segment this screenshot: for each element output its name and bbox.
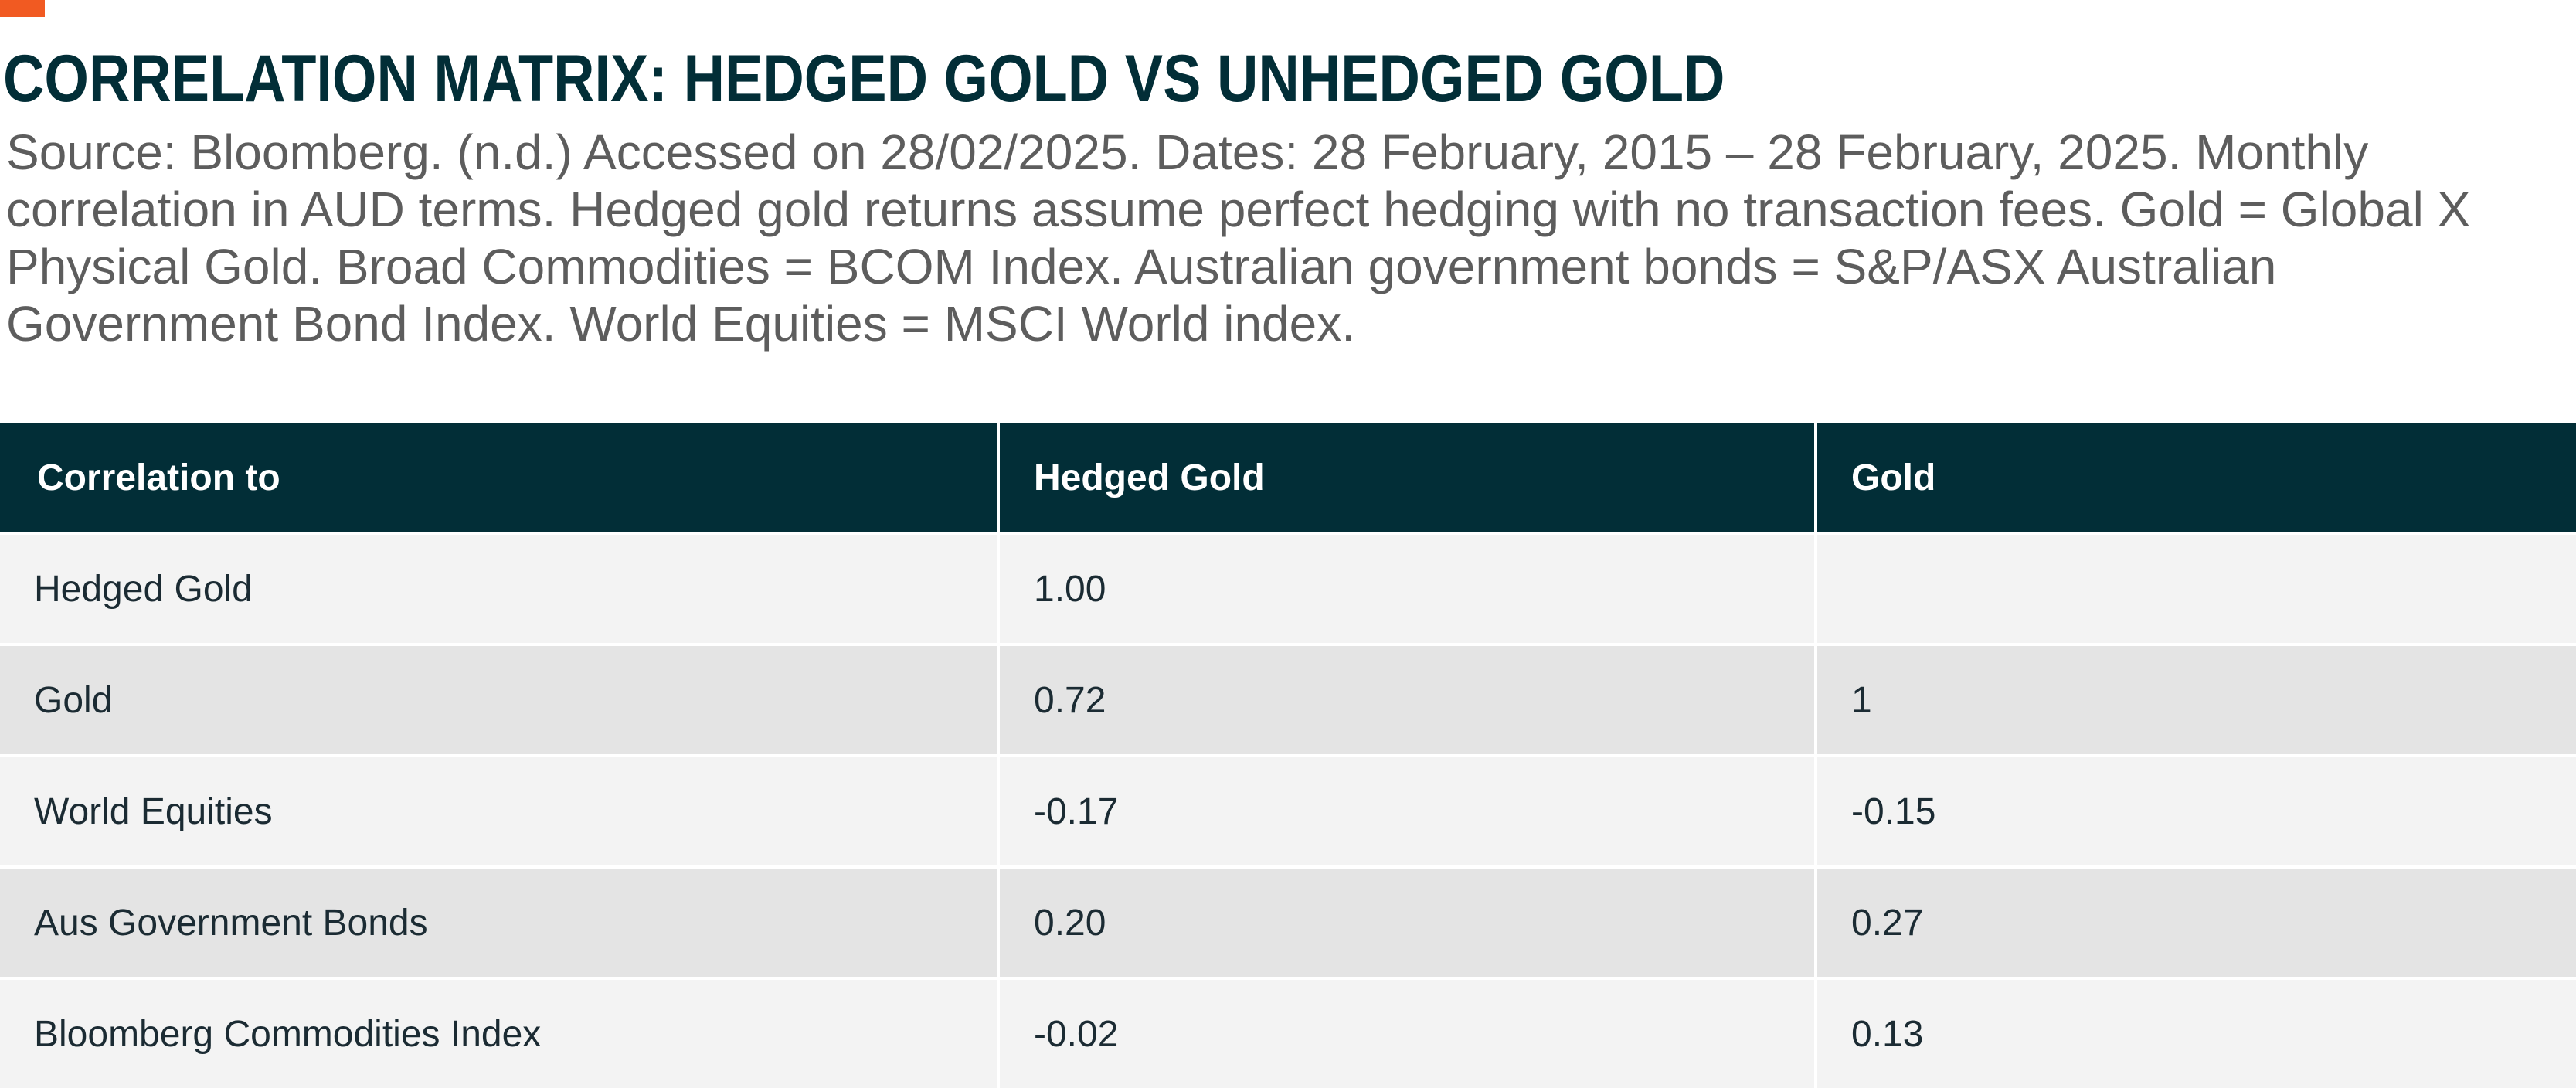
- table-header-row: Correlation to Hedged Gold Gold: [0, 423, 2576, 533]
- cell-gold: -0.15: [1814, 754, 2576, 867]
- table-row-world-equities: World Equities -0.17 -0.15: [0, 754, 2576, 867]
- row-label: Bloomberg Commodities Index: [0, 977, 998, 1088]
- table-row-bloomberg-commodities-index: Bloomberg Commodities Index -0.02 0.13: [0, 977, 2576, 1088]
- table-row-gold: Gold 0.72 1: [0, 643, 2576, 756]
- row-label: Gold: [0, 643, 998, 756]
- chart-title: CORRELATION MATRIX: HEDGED GOLD VS UNHED…: [3, 42, 1725, 116]
- table-row-aus-government-bonds: Aus Government Bonds 0.20 0.27: [0, 865, 2576, 978]
- cell-hedged-gold: 0.72: [997, 643, 1816, 756]
- accent-bar: [0, 0, 45, 17]
- cell-hedged-gold: 0.20: [997, 865, 1816, 978]
- cell-hedged-gold: -0.02: [997, 977, 1816, 1088]
- cell-gold: 0.13: [1814, 977, 2576, 1088]
- cell-gold: 0.27: [1814, 865, 2576, 978]
- column-header-gold: Gold: [1814, 423, 2576, 533]
- table-row-hedged-gold: Hedged Gold 1.00: [0, 532, 2576, 644]
- correlation-table-container: Correlation to Hedged Gold Gold Hedged G…: [0, 423, 2576, 1088]
- column-header-hedged-gold: Hedged Gold: [997, 423, 1816, 533]
- row-label: World Equities: [0, 754, 998, 867]
- cell-hedged-gold: -0.17: [997, 754, 1816, 867]
- row-label: Aus Government Bonds: [0, 865, 998, 978]
- cell-gold: [1814, 532, 2576, 644]
- cell-hedged-gold: 1.00: [997, 532, 1816, 644]
- source-note: Source: Bloomberg. (n.d.) Accessed on 28…: [6, 124, 2471, 352]
- row-label: Hedged Gold: [0, 532, 998, 644]
- cell-gold: 1: [1814, 643, 2576, 756]
- correlation-table: Correlation to Hedged Gold Gold Hedged G…: [0, 423, 2576, 1088]
- column-header-correlation-to: Correlation to: [0, 423, 998, 533]
